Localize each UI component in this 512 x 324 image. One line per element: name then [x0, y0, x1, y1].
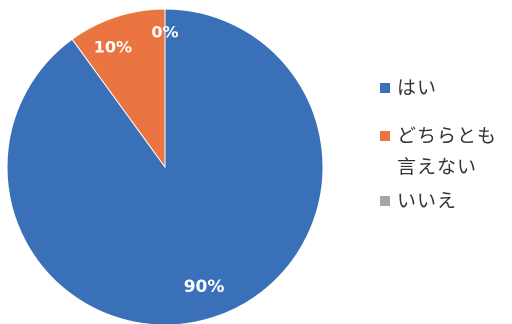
legend-label-neutral-line2: 言えない: [397, 156, 478, 178]
legend-label-yes: はい: [397, 77, 438, 99]
legend-swatch-no: [380, 196, 390, 206]
legend-label-no: いいえ: [397, 190, 458, 212]
data-label-yes: 90%: [184, 277, 225, 297]
pie-chart: 90% 10% 0%: [6, 8, 324, 324]
legend-item-yes: はい: [380, 76, 510, 104]
slice-neutral: [71, 8, 166, 169]
legend-item-no: いいえ: [380, 189, 510, 217]
chart-legend: はい どちらとも 言えない いいえ: [380, 76, 510, 237]
legend-swatch-yes: [380, 83, 390, 93]
legend-swatch-neutral: [380, 131, 390, 141]
legend-item-neutral: どちらとも 言えない: [380, 124, 510, 183]
data-label-no: 0%: [151, 23, 178, 42]
data-label-neutral: 10%: [94, 37, 132, 56]
legend-label-neutral-line1: どちらとも: [397, 125, 498, 147]
